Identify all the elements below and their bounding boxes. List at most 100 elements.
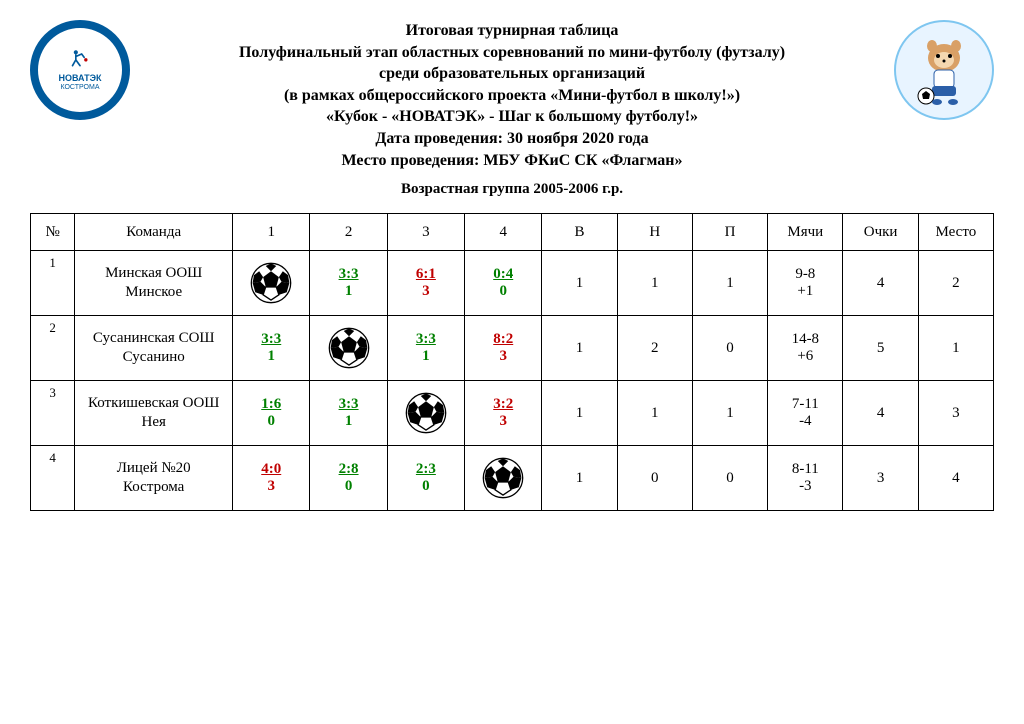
losses: 1 [692,251,767,316]
title-line: «Кубок - «НОВАТЭК» - Шаг к большому футб… [140,106,884,128]
match-self [310,316,387,381]
losses: 1 [692,381,767,446]
score-points: 1 [316,283,380,300]
match-score: 3:31 [387,316,464,381]
col-m2: 2 [310,214,387,251]
score-result: 3:2 [471,396,535,413]
score-result: 3:3 [394,331,458,348]
title-line: Итоговая турнирная таблица [140,20,884,42]
mascot-icon [904,30,984,110]
row-number: 4 [31,446,75,511]
title-line: (в рамках общероссийского проекта «Мини-… [140,85,884,107]
goals: 14-8+6 [768,316,843,381]
score-points: 0 [471,283,535,300]
score-result: 8:2 [471,331,535,348]
team-name: Лицей №20Кострома [75,446,233,511]
title-block: Итоговая турнирная таблица Полуфинальный… [130,20,894,171]
score-points: 3 [239,478,303,495]
goals: 9-8+1 [768,251,843,316]
points: 4 [843,251,918,316]
match-self [387,381,464,446]
row-number: 1 [31,251,75,316]
score-result: 6:1 [394,266,458,283]
score-points: 1 [316,413,380,430]
col-wins: В [542,214,617,251]
goals: 7-11-4 [768,381,843,446]
player-icon [70,49,90,69]
score-points: 0 [239,413,303,430]
losses: 0 [692,316,767,381]
points: 3 [843,446,918,511]
col-m1: 1 [233,214,310,251]
header-row: НОВАТЭК КОСТРОМА Итоговая турнирная табл… [30,20,994,171]
match-score: 3:31 [233,316,310,381]
place: 2 [918,251,993,316]
col-goals: Мячи [768,214,843,251]
match-score: 6:13 [387,251,464,316]
logo-mascot [894,20,994,120]
col-m4: 4 [465,214,542,251]
table-row: 2Сусанинская СОШСусанино3:313:318:231201… [31,316,994,381]
score-points: 1 [239,348,303,365]
logo-novatek: НОВАТЭК КОСТРОМА [30,20,130,120]
score-result: 2:3 [394,461,458,478]
draws: 1 [617,381,692,446]
soccer-ball-icon [239,262,303,304]
score-result: 3:3 [239,331,303,348]
score-result: 1:6 [239,396,303,413]
points: 5 [843,316,918,381]
col-m3: 3 [387,214,464,251]
match-self [465,446,542,511]
score-points: 0 [316,478,380,495]
score-points: 0 [394,478,458,495]
goals: 8-11-3 [768,446,843,511]
match-score: 3:23 [465,381,542,446]
table-row: 4Лицей №20Кострома4:032:802:301008-11-33… [31,446,994,511]
age-group: Возрастная группа 2005-2006 г.р. [30,181,994,198]
score-result: 2:8 [316,461,380,478]
wins: 1 [542,381,617,446]
draws: 0 [617,446,692,511]
place: 4 [918,446,993,511]
match-score: 2:80 [310,446,387,511]
row-number: 2 [31,316,75,381]
col-losses: П [692,214,767,251]
match-score: 8:23 [465,316,542,381]
table-row: 1Минская ООШМинское3:316:130:401119-8+14… [31,251,994,316]
title-line: Полуфинальный этап областных соревновани… [140,42,884,64]
col-points: Очки [843,214,918,251]
team-name: Коткишевская ООШНея [75,381,233,446]
wins: 1 [542,316,617,381]
team-name: Минская ООШМинское [75,251,233,316]
row-number: 3 [31,381,75,446]
match-self [233,251,310,316]
points: 4 [843,381,918,446]
soccer-ball-icon [471,457,535,499]
header-row: № Команда 1 2 3 4 В Н П Мячи Очки Место [31,214,994,251]
draws: 2 [617,316,692,381]
score-points: 1 [394,348,458,365]
title-line: Место проведения: МБУ ФКиС СК «Флагман» [140,150,884,172]
col-draws: Н [617,214,692,251]
title-line: Дата проведения: 30 ноября 2020 года [140,128,884,150]
wins: 1 [542,446,617,511]
match-score: 1:60 [233,381,310,446]
standings-table: № Команда 1 2 3 4 В Н П Мячи Очки Место … [30,213,994,511]
place: 1 [918,316,993,381]
logo-text-top: НОВАТЭК [59,74,102,84]
match-score: 0:40 [465,251,542,316]
score-result: 4:0 [239,461,303,478]
soccer-ball-icon [394,392,458,434]
match-score: 3:31 [310,381,387,446]
table-row: 3Коткишевская ООШНея1:603:313:231117-11-… [31,381,994,446]
soccer-ball-icon [316,327,380,369]
losses: 0 [692,446,767,511]
score-result: 0:4 [471,266,535,283]
place: 3 [918,381,993,446]
score-result: 3:3 [316,396,380,413]
col-number: № [31,214,75,251]
logo-text-bottom: КОСТРОМА [59,84,102,92]
score-points: 3 [471,348,535,365]
match-score: 3:31 [310,251,387,316]
score-result: 3:3 [316,266,380,283]
